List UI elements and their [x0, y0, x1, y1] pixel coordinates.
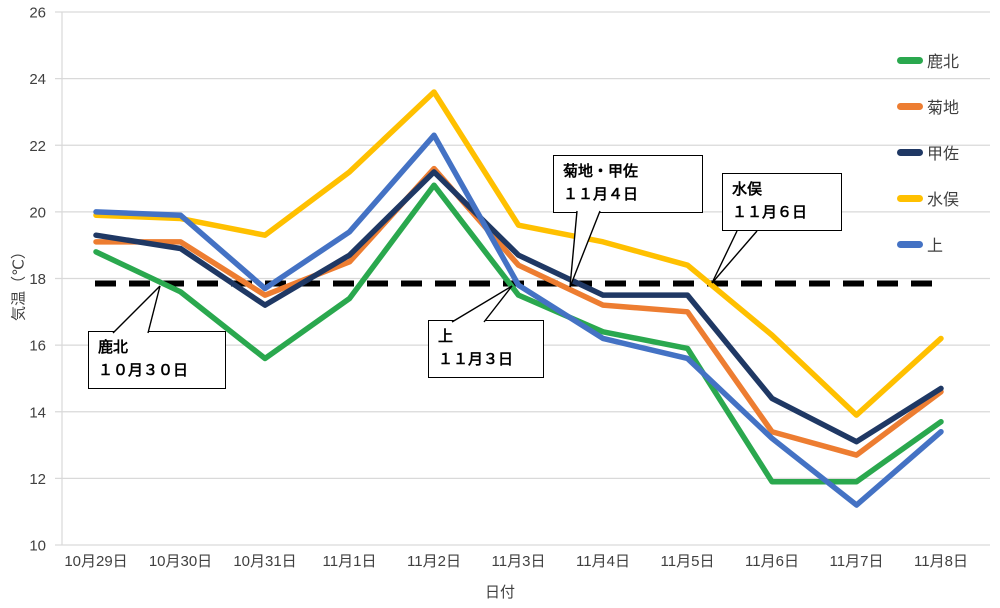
legend-swatch-kahoku [897, 56, 923, 64]
legend-label-kikuchi: 菊地 [927, 100, 960, 117]
annotation-kikuchi-kosa-date: １１月４日 [563, 186, 639, 204]
x-tick-label: 11月1日 [323, 553, 377, 570]
legend-swatch-kami [897, 240, 923, 248]
legend-item-kosa: 甲佐 [897, 142, 960, 163]
legend-item-kahoku: 鹿北 [897, 50, 960, 71]
x-tick-label: 11月2日 [407, 553, 461, 570]
annotation-kahoku-station: 鹿北 [98, 339, 129, 356]
x-axis-title: 日付 [484, 584, 515, 601]
legend-label-minamata: 水俣 [927, 192, 960, 209]
annotation-kahoku-date: １０月３０日 [98, 362, 189, 380]
series-line-上 [93, 132, 944, 508]
y-tick-label: 22 [29, 138, 46, 155]
legend-item-minamata: 水俣 [897, 188, 960, 209]
y-tick-label: 12 [29, 471, 46, 488]
legend-label-kami: 上 [927, 238, 944, 255]
annotation-minamata-station: 水俣 [732, 181, 763, 198]
annotation-kami-station: 上 [438, 328, 454, 345]
y-tick-label: 20 [29, 204, 46, 221]
series-line-鹿北 [93, 182, 944, 485]
x-tick-label: 11月7日 [830, 553, 884, 570]
gridlines [55, 11, 990, 546]
chart-legend: 鹿北 菊地 甲佐 水俣 上 [897, 50, 959, 280]
y-tick-label: 18 [29, 271, 46, 288]
annotation-kami-callout: 上 １１月３日 [428, 320, 544, 378]
y-tick-label: 16 [29, 338, 46, 355]
legend-item-kami: 上 [897, 234, 959, 255]
annotation-kahoku-callout: 鹿北 １０月３０日 [88, 331, 226, 389]
annotation-minamata-callout: 水俣 １１月６日 [722, 173, 842, 231]
x-axis-tick-labels: 10月29日 10月30日 10月31日 11月1日 11月2日 11月3日 11月4日 11… [64, 553, 968, 570]
y-tick-label: 14 [29, 404, 46, 421]
y-tick-label: 24 [29, 71, 46, 88]
legend-swatch-kikuchi [897, 102, 923, 110]
x-tick-label: 11月8日 [914, 553, 968, 570]
legend-item-kikuchi: 菊地 [897, 96, 960, 117]
annotation-kikuchi-kosa-station: 菊地・甲佐 [563, 163, 639, 180]
y-tick-label: 26 [29, 5, 46, 22]
y-axis-title: 気温（℃） [10, 244, 28, 321]
series-line-水俣 [93, 89, 944, 418]
legend-swatch-minamata [897, 194, 923, 202]
annotation-kikuchi-kosa-callout: 菊地・甲佐 １１月４日 [553, 155, 703, 213]
x-tick-label: 11月6日 [745, 553, 799, 570]
legend-label-kosa: 甲佐 [927, 146, 960, 163]
legend-swatch-kosa [897, 148, 923, 156]
series-line-甲佐 [93, 169, 944, 445]
series-line-菊地 [93, 165, 944, 458]
x-tick-label: 11月4日 [576, 553, 630, 570]
y-axis-tick-labels: 10 12 14 16 18 20 22 24 26 [29, 5, 46, 555]
legend-label-kahoku: 鹿北 [927, 54, 960, 71]
x-tick-label: 10月31日 [233, 553, 296, 570]
x-tick-label: 10月29日 [64, 553, 127, 570]
x-tick-label: 11月5日 [661, 553, 715, 570]
y-tick-label: 10 [29, 538, 46, 555]
x-tick-label: 10月30日 [149, 553, 212, 570]
annotation-kami-date: １１月３日 [438, 351, 514, 369]
annotation-minamata-date: １１月６日 [732, 204, 808, 222]
x-tick-label: 11月3日 [492, 553, 546, 570]
